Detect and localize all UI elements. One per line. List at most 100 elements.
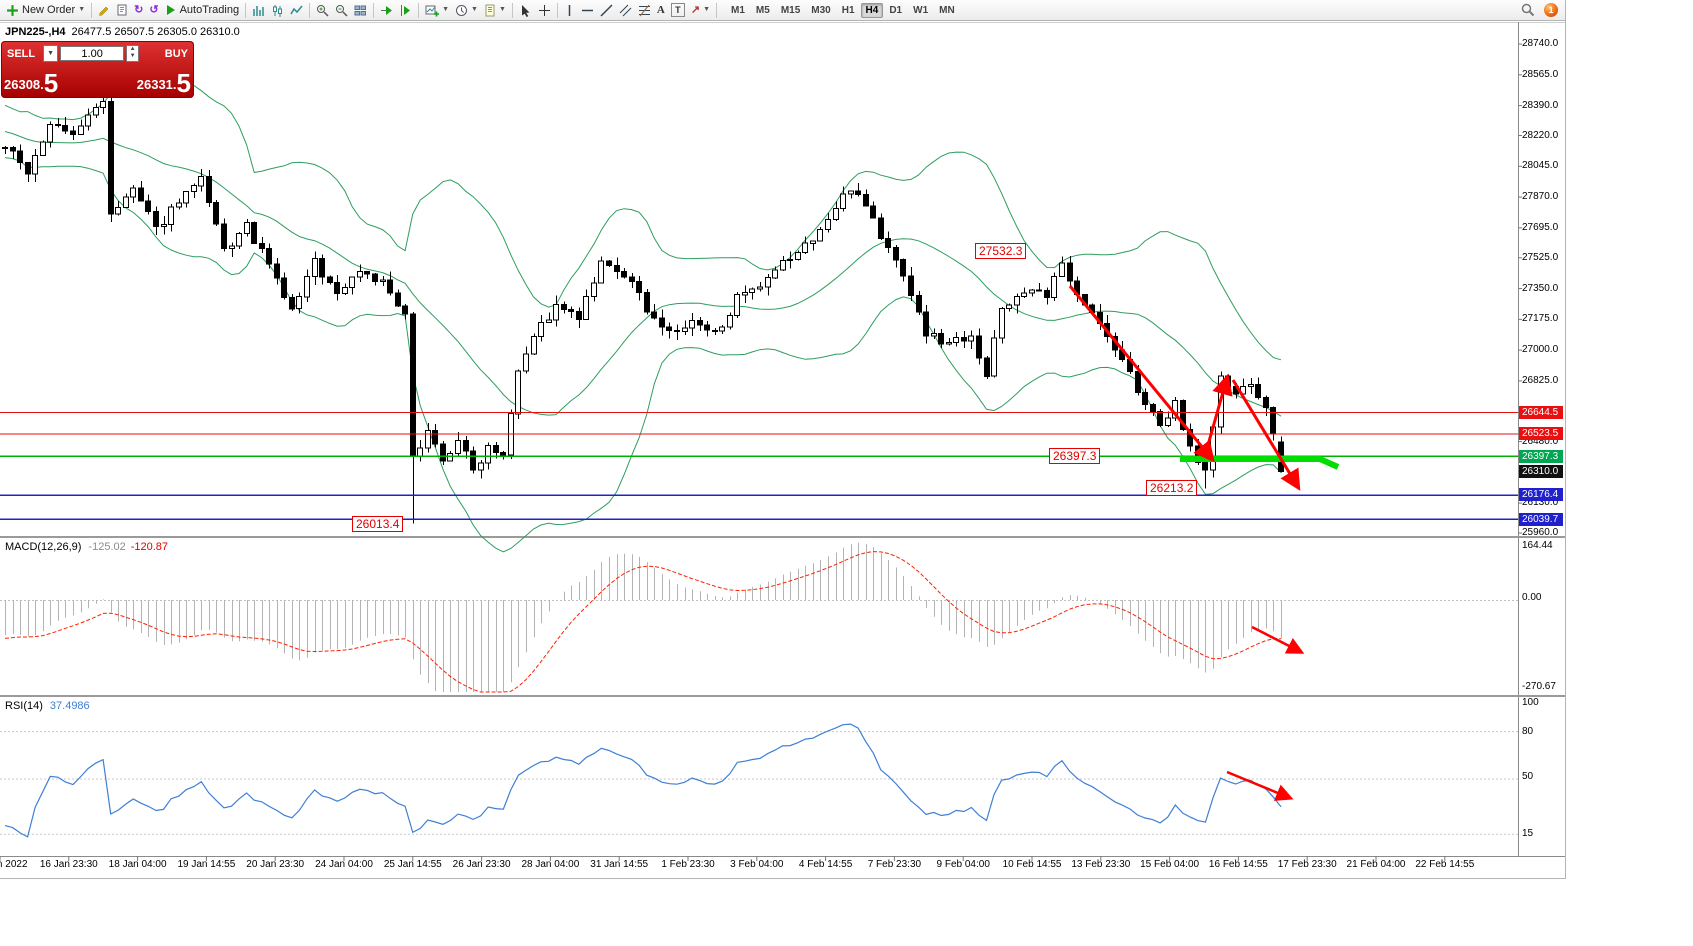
bar-chart-button[interactable] — [249, 1, 268, 19]
chart-shift-button[interactable] — [396, 1, 415, 19]
zoom-out-button[interactable] — [332, 1, 351, 19]
buy-price-big: 5 — [176, 68, 191, 98]
cursor-icon — [521, 4, 530, 17]
chevron-down-icon: ▼ — [78, 6, 86, 13]
market-button[interactable] — [113, 1, 131, 19]
notification-badge[interactable]: 1 — [1544, 3, 1558, 17]
horizontal-line-icon — [581, 9, 593, 11]
text-icon: A — [656, 3, 665, 16]
chart-frame — [0, 0, 1566, 879]
volume-stepper[interactable]: ▲ ▼ — [126, 45, 140, 62]
label-icon: T — [670, 3, 685, 17]
timeframe-toolbar: M1 M5 M15 M30 H1 H4 D1 W1 MN — [726, 2, 960, 18]
candles — [2, 95, 1284, 524]
buy-price-main: 26331. — [136, 77, 177, 92]
new-chart-button[interactable]: ▼ — [422, 1, 452, 19]
timeframe-h1[interactable]: H1 — [841, 4, 855, 16]
chevron-down-icon: ▼ — [703, 6, 711, 13]
new-chart-icon — [425, 5, 440, 16]
toolbar-separator — [373, 2, 375, 18]
cursor-button[interactable] — [516, 1, 535, 19]
trendline-button[interactable] — [597, 1, 616, 19]
crosshair-button[interactable] — [535, 1, 554, 19]
step-down-icon: ▼ — [129, 53, 136, 59]
community-refresh-button[interactable]: ↻ — [131, 1, 146, 19]
clock-icon — [456, 4, 468, 16]
chevron-down-icon: ▼ — [498, 6, 506, 13]
buy-price[interactable]: 26331. 5 — [98, 68, 191, 98]
candlestick-chart-icon — [273, 4, 283, 17]
crosshair-icon — [538, 4, 550, 16]
sell-button[interactable]: SELL — [7, 47, 36, 60]
fibonacci-icon — [638, 4, 650, 16]
undo-icon: ↺ — [149, 3, 159, 16]
line-chart-icon — [290, 5, 303, 14]
new-order-button[interactable]: New Order ▼ — [3, 1, 88, 19]
trendline-icon — [600, 3, 613, 17]
sell-price-big: 5 — [43, 68, 59, 98]
sell-price-main: 26308. — [4, 77, 44, 92]
search-icon — [1521, 3, 1535, 17]
chevron-down-icon: ▼ — [47, 50, 55, 57]
toolbar-separator — [511, 2, 513, 18]
play-icon — [166, 5, 175, 15]
period-button[interactable]: ▼ — [452, 1, 481, 19]
trade-panel-controls: SELL ▼ ▲▼ BUY — [1, 41, 194, 64]
trade-panel-prices: 26308. 5 26331. 5 — [1, 64, 194, 98]
channel-button[interactable] — [616, 1, 635, 19]
timeframe-m15[interactable]: M15 — [780, 4, 801, 16]
zoom-in-button[interactable] — [313, 1, 332, 19]
one-click-trading-panel: SELL ▼ ▲▼ BUY 26308.5 26331.5 — [1, 41, 194, 98]
volume-dropdown[interactable]: ▼ — [43, 45, 59, 62]
candlestick-chart-button[interactable] — [268, 1, 287, 19]
auto-scroll-icon — [381, 5, 393, 15]
tile-windows-button[interactable] — [351, 1, 370, 19]
zoom-in-icon — [317, 4, 329, 17]
sell-price[interactable]: 26308. 5 — [4, 68, 98, 98]
metaeditor-button[interactable] — [95, 1, 113, 19]
search-button[interactable] — [1518, 1, 1538, 19]
template-icon — [485, 4, 495, 16]
tile-windows-icon — [354, 5, 367, 15]
timeframe-m5[interactable]: M5 — [755, 4, 770, 16]
autotrading-label: AutoTrading — [179, 4, 240, 16]
fibonacci-button[interactable] — [635, 1, 654, 19]
macd-indicator — [4, 542, 1282, 693]
volume-input[interactable] — [60, 46, 125, 61]
timeframe-w1[interactable]: W1 — [913, 4, 929, 16]
vertical-line-button[interactable] — [561, 1, 578, 19]
line-chart-button[interactable] — [287, 1, 306, 19]
toolbar: New Order ▼ ↻ ↺ AutoTrading ▼ ▼ ▼ — [0, 0, 1565, 21]
timeframe-mn[interactable]: MN — [939, 4, 955, 16]
community-publish-button[interactable]: ↺ — [146, 1, 161, 19]
toolbar-separator — [91, 2, 93, 18]
timeframe-h4[interactable]: H4 — [860, 2, 884, 18]
toolbar-separator — [245, 2, 247, 18]
bar-chart-icon — [253, 5, 264, 16]
timeframe-d1[interactable]: D1 — [889, 4, 903, 16]
step-up-icon: ▲ — [129, 46, 136, 52]
horizontal-line-button[interactable] — [578, 1, 597, 19]
vertical-line-icon — [568, 4, 571, 16]
bollinger-bands — [4, 80, 1282, 553]
toolbar-separator — [556, 2, 558, 18]
timeframe-m30[interactable]: M30 — [811, 4, 831, 16]
buy-button[interactable]: BUY — [164, 47, 188, 60]
chevron-down-icon: ▼ — [471, 6, 478, 13]
autotrading-button[interactable]: AutoTrading — [162, 1, 243, 19]
zoom-out-icon — [336, 4, 348, 17]
arrow-tools-button[interactable]: ↗ ▼ — [688, 1, 713, 19]
plus-icon — [7, 4, 18, 16]
toolbar-separator — [309, 2, 311, 18]
label-button[interactable]: T — [668, 1, 688, 19]
template-button[interactable]: ▼ — [481, 1, 509, 19]
new-order-label: New Order — [22, 4, 76, 16]
rsi-indicator — [4, 723, 1282, 838]
toolbar-separator — [418, 2, 420, 18]
timeframe-m1[interactable]: M1 — [731, 4, 745, 16]
auto-scroll-button[interactable] — [377, 1, 396, 19]
text-button[interactable]: A — [654, 1, 668, 19]
arrow-shape-icon: ↗ — [690, 3, 701, 16]
